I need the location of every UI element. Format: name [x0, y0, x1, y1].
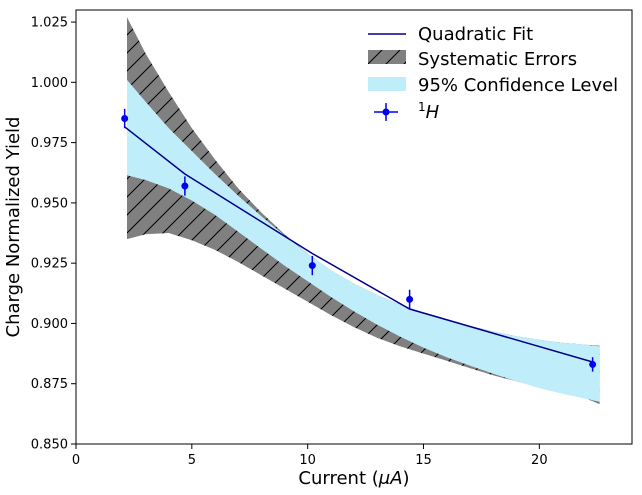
legend-confidence-swatch [368, 77, 406, 91]
y-axis-ticks: 0.850 0.875 0.900 0.925 0.950 0.975 1.000 1.025 [31, 16, 76, 453]
data-point [181, 176, 189, 196]
x-tick-label: 15 [415, 453, 432, 468]
y-tick-label: 1.025 [31, 16, 68, 31]
legend-fit-label: Quadratic Fit [418, 24, 533, 45]
legend-systematic-label: Systematic Errors [418, 49, 577, 70]
data-point-marker [406, 295, 414, 303]
legend-confidence-label: 95% Confidence Level [418, 75, 618, 96]
x-tick-label: 5 [188, 453, 196, 468]
x-tick-label: 0 [72, 453, 80, 468]
y-tick-label: 1.000 [31, 76, 68, 91]
confidence-level-band [127, 79, 600, 402]
y-tick-label: 0.950 [31, 196, 68, 211]
y-tick-label: 0.850 [31, 438, 68, 453]
data-point-marker [181, 182, 189, 190]
y-axis-label: Charge Normalized Yield [3, 117, 24, 338]
x-tick-label: 10 [299, 453, 316, 468]
y-tick-label: 0.925 [31, 257, 68, 272]
y-tick-label: 0.975 [31, 136, 68, 151]
legend-data-marker [382, 108, 390, 116]
x-axis-ticks: 0 5 10 15 20 [72, 444, 548, 468]
y-tick-label: 0.900 [31, 317, 68, 332]
quadratic-fit-line [124, 126, 593, 363]
data-point [121, 108, 129, 129]
data-point-marker [121, 115, 129, 122]
plot-frame [75, 9, 633, 445]
x-tick-label: 20 [531, 453, 548, 468]
data-point-marker [308, 262, 316, 270]
legend: Quadratic Fit Systematic Errors 95% Conf… [368, 24, 618, 123]
data-point [589, 357, 597, 372]
data-point [406, 289, 414, 309]
legend-data-label: 1H [418, 100, 440, 123]
data-point [308, 255, 316, 276]
x-axis-label: Current (μA) [298, 468, 409, 489]
legend-systematic-hatch [368, 50, 406, 64]
data-points [121, 108, 597, 372]
y-tick-label: 0.875 [31, 377, 68, 392]
data-point-marker [589, 360, 597, 368]
